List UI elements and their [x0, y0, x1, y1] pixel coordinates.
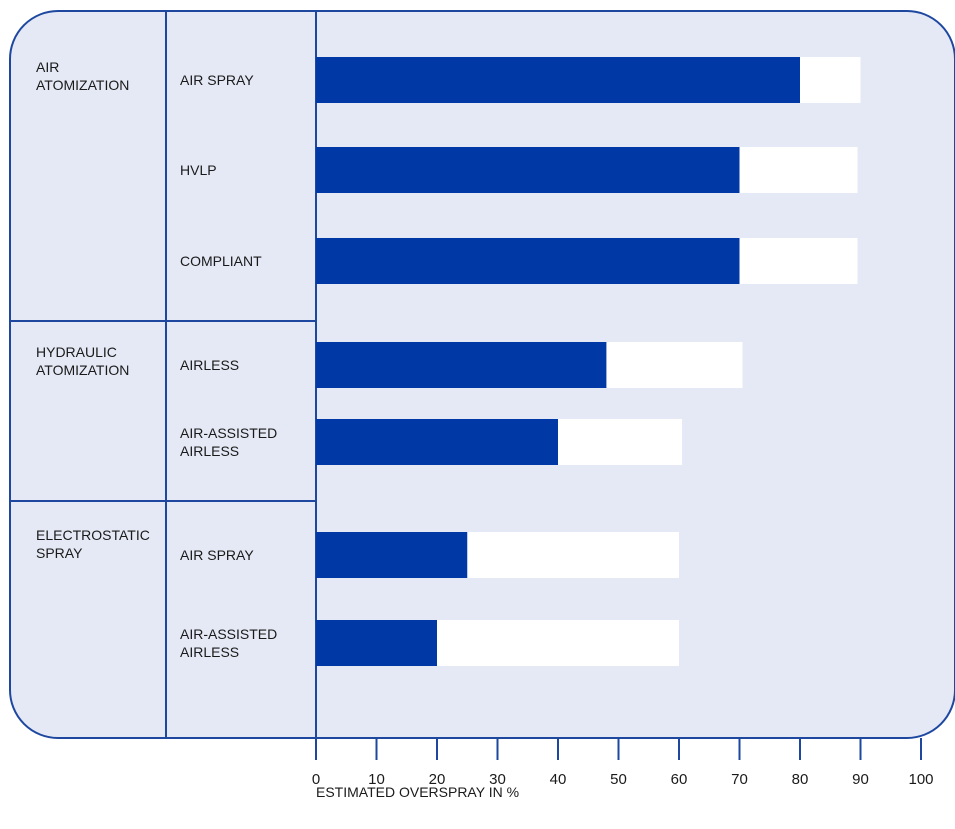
x-tick-label: 40	[550, 771, 567, 788]
item-label-line: AIR SPRAY	[180, 547, 254, 563]
x-axis-label: ESTIMATED OVERSPRAY IN %	[316, 784, 519, 800]
group-label-line: SPRAY	[36, 545, 83, 561]
bar-low	[316, 419, 558, 465]
bar-low	[316, 238, 740, 284]
x-tick-label: 70	[731, 771, 748, 788]
group-label-line: HYDRAULIC	[36, 344, 117, 360]
item-label: AIR SPRAY	[180, 547, 254, 563]
item-label: AIR-ASSISTED AIRLESS	[180, 425, 277, 459]
group-label: HYDRAULIC ATOMIZATION	[36, 344, 129, 378]
bar-low	[316, 532, 468, 578]
item-label: AIRLESS	[180, 357, 239, 373]
x-axis: 0 10 20 30 40 50 60 70 80 90 100	[312, 738, 934, 788]
item-label: HVLP	[180, 162, 217, 178]
x-tick-label: 50	[610, 771, 627, 788]
item-label-line: AIRLESS	[180, 357, 239, 373]
x-tick-label: 10	[368, 771, 385, 788]
item-label-line: AIRLESS	[180, 443, 239, 459]
x-tick-label: 20	[429, 771, 446, 788]
group-label: AIR ATOMIZATION	[36, 59, 129, 93]
item-label-line: AIR SPRAY	[180, 72, 254, 88]
group-label-line: ATOMIZATION	[36, 362, 129, 378]
bars	[316, 57, 861, 666]
x-tick-label: 80	[792, 771, 809, 788]
item-label-line: COMPLIANT	[180, 253, 262, 269]
item-label-line: AIRLESS	[180, 644, 239, 660]
item-label-line: AIR-ASSISTED	[180, 626, 277, 642]
group-label: ELECTROSTATIC SPRAY	[36, 527, 150, 561]
item-label-line: HVLP	[180, 162, 217, 178]
group-label-line: ELECTROSTATIC	[36, 527, 150, 543]
bar-low	[316, 620, 437, 666]
item-label: COMPLIANT	[180, 253, 262, 269]
item-label: AIR SPRAY	[180, 72, 254, 88]
x-tick-label: 60	[671, 771, 688, 788]
bar-low	[316, 57, 800, 103]
x-tick-label: 100	[908, 771, 933, 788]
item-label: AIR-ASSISTED AIRLESS	[180, 626, 277, 660]
group-label-line: ATOMIZATION	[36, 77, 129, 93]
item-label-line: AIR-ASSISTED	[180, 425, 277, 441]
bar-low	[316, 147, 740, 193]
bar-low	[316, 342, 607, 388]
group-label-line: AIR	[36, 59, 59, 75]
category-labels: AIR ATOMIZATION AIR SPRAY HVLP COMPLIANT HYDR…	[36, 59, 277, 660]
x-tick-label: 30	[489, 771, 506, 788]
x-tick-label: 0	[312, 771, 320, 788]
x-tick-label: 90	[852, 771, 869, 788]
